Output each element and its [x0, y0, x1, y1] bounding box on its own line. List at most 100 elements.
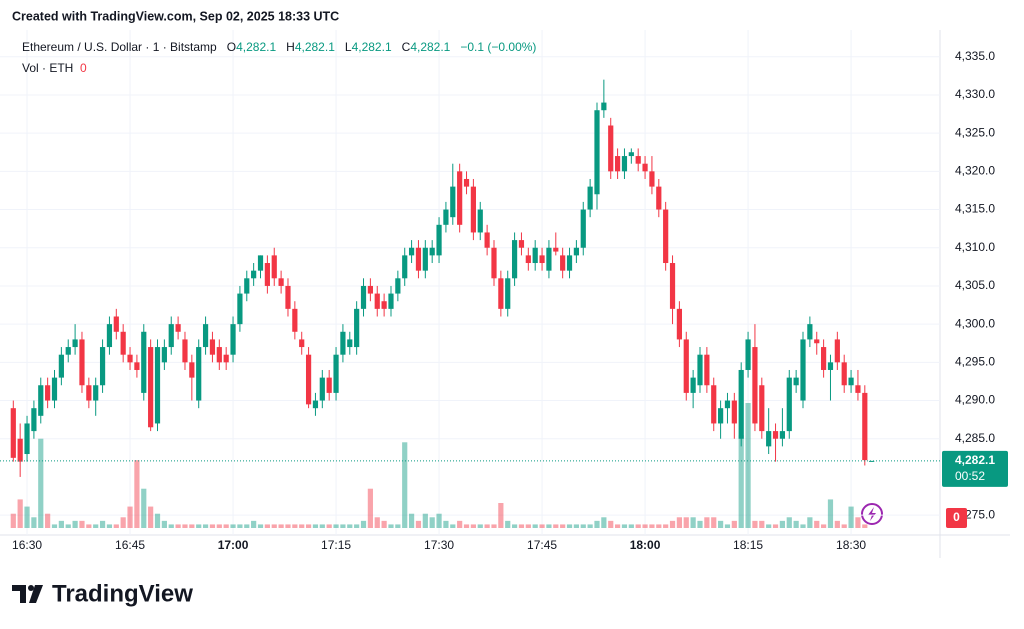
candle-body [161, 347, 167, 363]
candle-body [766, 431, 772, 447]
candle-body [340, 331, 346, 355]
volume-bar [340, 524, 346, 528]
candle-body [676, 308, 682, 340]
candle-body [189, 362, 195, 378]
candle-body [422, 247, 428, 271]
candle-body [45, 385, 51, 401]
change: −0.1 (−0.00%) [460, 40, 537, 54]
volume-bar [457, 520, 463, 528]
header: Created with TradingView.com, Sep 02, 20… [12, 9, 339, 23]
volume-bar [443, 520, 449, 528]
candle-body [99, 347, 106, 386]
volume-bar [58, 520, 64, 528]
volume-bar [766, 524, 772, 528]
volume-bar [484, 524, 490, 528]
candle-body [271, 255, 277, 279]
volume-bar [148, 506, 154, 528]
candle-body [175, 324, 181, 332]
candle-body [148, 347, 154, 428]
candle-body [642, 163, 648, 172]
volume-bar [93, 524, 99, 528]
volume-bar [628, 524, 634, 528]
volume-bar [834, 520, 840, 528]
logo: TradingView [12, 580, 193, 607]
y-tick-label: 4,290.0 [955, 393, 995, 407]
volume-bar [553, 524, 559, 528]
candle-body [10, 408, 16, 458]
candle-body [244, 278, 250, 294]
candle-body [154, 347, 161, 424]
volume-bar [106, 524, 113, 528]
volume-bar [690, 517, 696, 528]
candle-body [209, 339, 216, 355]
volume-bar [202, 524, 209, 528]
volume-bar [237, 524, 243, 528]
candle-body [814, 339, 820, 344]
volume-bar [491, 524, 497, 528]
candle-body [731, 400, 737, 424]
candle-body [772, 431, 779, 439]
y-tick-label: 4,310.0 [955, 240, 995, 254]
candle-body [711, 385, 717, 424]
candle-body [566, 255, 573, 271]
candle-body [381, 301, 387, 309]
candle-body [168, 324, 174, 348]
candle-body [86, 385, 92, 401]
volume-bar [649, 524, 655, 528]
candle-body [745, 339, 751, 370]
candle-body [395, 278, 401, 294]
candle-body [752, 347, 758, 424]
x-tick-label: 18:00 [630, 538, 661, 552]
x-tick-label: 17:00 [218, 538, 249, 552]
volume-bar [546, 524, 552, 528]
volume-bar [532, 524, 538, 528]
candle-body [807, 324, 813, 340]
volume-bar [408, 513, 415, 528]
volume-bar [285, 524, 291, 528]
candle-body [869, 460, 875, 462]
candle-body [237, 293, 243, 325]
volume-bar [209, 524, 216, 528]
candle-body [470, 186, 476, 233]
countdown: 00:52 [955, 469, 985, 483]
volume-bar [354, 524, 360, 528]
volume-bar [807, 517, 813, 528]
candle-body [93, 385, 99, 401]
volume-bar [772, 524, 779, 528]
volume-bar [196, 524, 202, 528]
value: 4,282.1 [410, 40, 451, 54]
volume-bar [800, 524, 806, 528]
candle-body [305, 354, 312, 405]
candle-body [402, 255, 408, 279]
candle-body [704, 354, 710, 386]
candle-body [319, 377, 325, 401]
volume-bar [257, 524, 264, 528]
label: C [401, 40, 411, 54]
volume-bar [17, 499, 23, 528]
label: Vol · ETH [22, 61, 74, 75]
volume-bar [745, 403, 751, 528]
candle-body [38, 385, 44, 416]
candle-body [718, 408, 724, 424]
candle-body [278, 278, 284, 286]
candle-body [841, 362, 847, 386]
volume-bar [731, 520, 737, 528]
candle-body [299, 339, 305, 348]
value: 4,282.1 [236, 40, 277, 54]
candle-body [79, 339, 85, 386]
candle-body [614, 156, 621, 172]
y-tick-label: 4,315.0 [955, 202, 995, 216]
candle-body [216, 347, 222, 363]
volume-bar [525, 524, 531, 528]
volume-bar [724, 524, 731, 528]
volume-bar [429, 517, 435, 528]
volume-bar [718, 520, 724, 528]
volume-bar [821, 524, 827, 528]
candle-body [628, 152, 634, 157]
volume-bar [518, 524, 525, 528]
volume-bar [511, 524, 518, 528]
candle-body [690, 377, 696, 393]
candle-body [834, 339, 840, 363]
volume-bar [333, 524, 339, 528]
